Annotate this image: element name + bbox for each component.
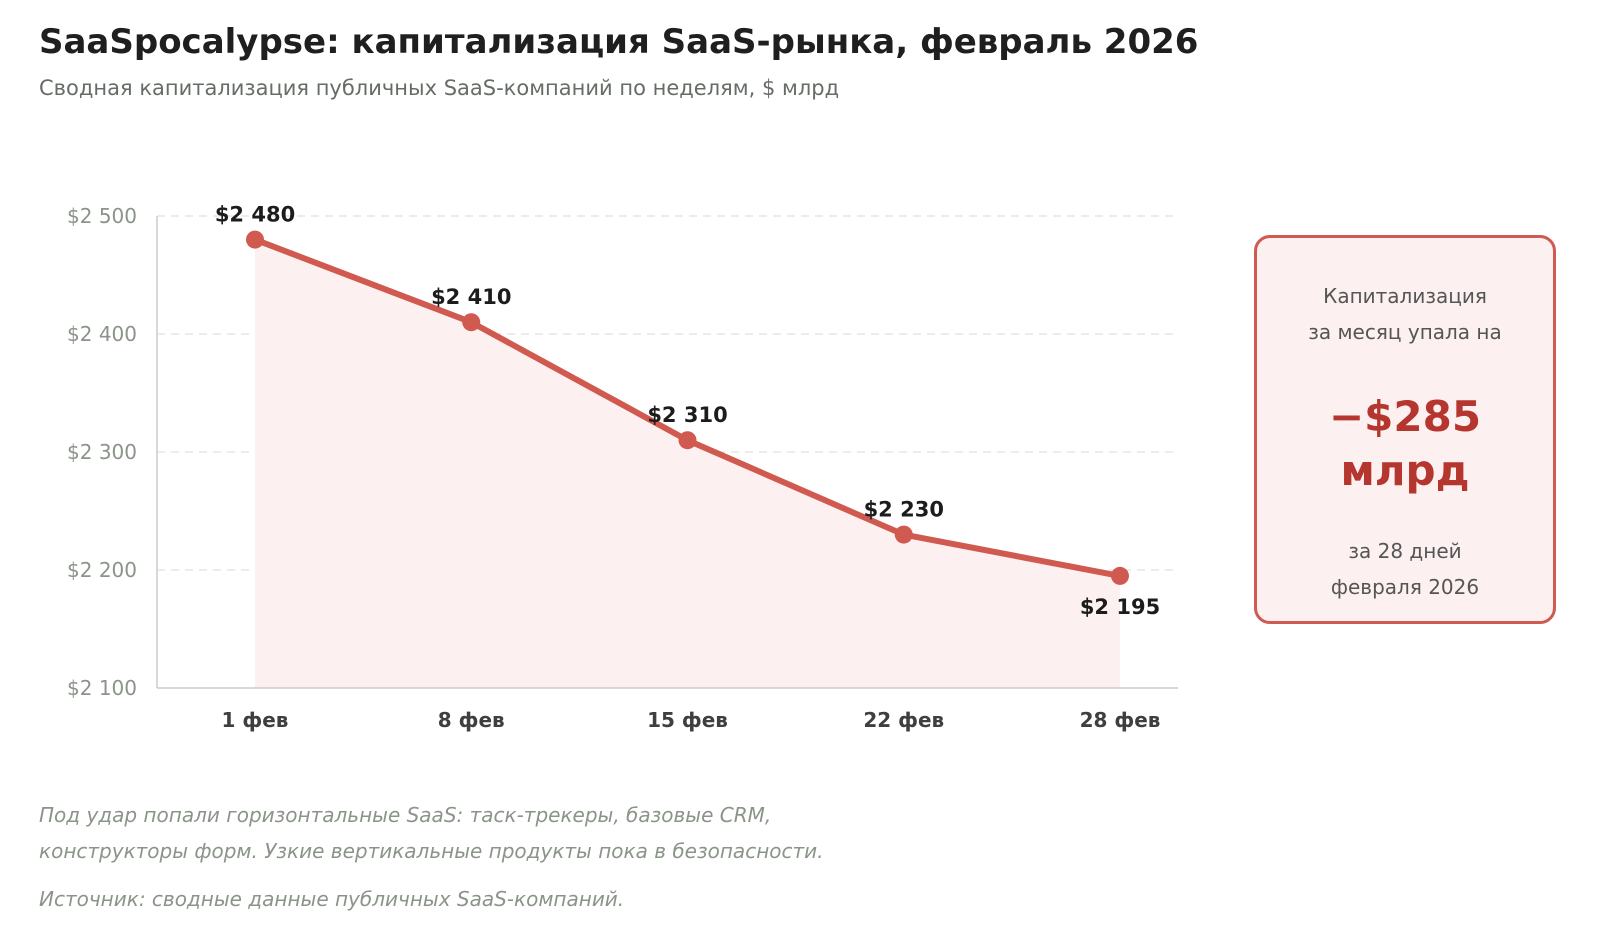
chart-note-line: Под удар попали горизонтальные SaaS: тас…	[39, 803, 772, 827]
market-cap-chart: $2 100 $2 200 $2 300 $2 400 $2 500 1 фев 8 фев…	[67, 203, 1178, 732]
y-tick-label: $2 400	[67, 322, 137, 346]
x-tick-label: 15 фев	[647, 708, 728, 732]
data-point	[462, 313, 481, 332]
data-point	[246, 230, 264, 249]
x-tick-label: 8 фев	[438, 708, 505, 732]
chart-axes: $2 100 $2 200 $2 300 $2 400 $2 500 1 фев 8 фев…	[67, 204, 1178, 732]
data-point	[1111, 566, 1129, 585]
callout-caption: Капитализация за месяц упала на	[1257, 278, 1553, 350]
chart-area	[255, 239, 1120, 688]
callout-caption-line: Капитализация	[1323, 284, 1487, 308]
chart-source: Источник: сводные данные публичных SaaS-…	[39, 887, 625, 911]
x-tick-label: 22 фев	[863, 708, 944, 732]
callout-caption-line: за месяц упала на	[1308, 320, 1502, 344]
data-label: $2 195	[1080, 595, 1160, 619]
page-title: SaaSpocalypse: капитализация SaaS-рынка,…	[39, 22, 1199, 62]
decline-callout: Капитализация за месяц упала на −$285 мл…	[1254, 235, 1556, 624]
callout-value-unit: млрд	[1340, 446, 1470, 495]
y-tick-label: $2 100	[67, 676, 137, 700]
chart-points	[246, 230, 1129, 585]
page-subtitle: Сводная капитализация публичных SaaS-ком…	[39, 76, 840, 100]
callout-period: за 28 дней февраля 2026	[1257, 533, 1553, 605]
series-area-fill	[255, 239, 1120, 688]
data-label: $2 310	[647, 403, 727, 427]
callout-value: −$285 млрд	[1257, 390, 1553, 498]
data-label: $2 480	[215, 203, 295, 227]
chart-labels: $2 480 $2 410 $2 310 $2 230 $2 195	[215, 203, 1160, 619]
data-label: $2 230	[864, 498, 944, 522]
data-label: $2 410	[431, 285, 511, 309]
y-tick-label: $2 500	[67, 204, 137, 228]
data-point	[678, 431, 697, 450]
callout-period-line: за 28 дней	[1348, 539, 1462, 563]
x-tick-label: 1 фев	[222, 708, 289, 732]
y-tick-label: $2 200	[67, 558, 137, 582]
data-point	[894, 525, 913, 544]
callout-value-amount: −$285	[1328, 392, 1482, 441]
x-tick-label: 28 фев	[1080, 708, 1161, 732]
chart-note-line: конструкторы форм. Узкие вертикальные пр…	[39, 839, 824, 863]
y-tick-label: $2 300	[67, 440, 137, 464]
chart-note: Под удар попали горизонтальные SaaS: тас…	[39, 797, 824, 869]
callout-period-line: февраля 2026	[1330, 575, 1480, 599]
